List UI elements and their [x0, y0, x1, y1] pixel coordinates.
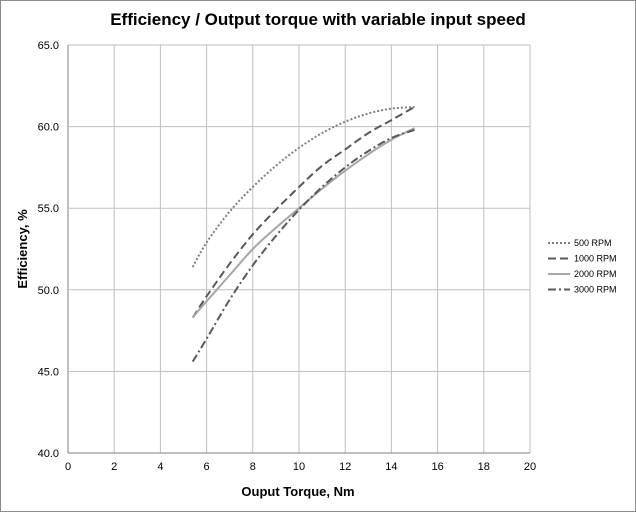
- x-tick-label: 10: [293, 461, 305, 473]
- series-line-1000-rpm: [191, 106, 415, 319]
- chart-title: Efficiency / Output torque with variable…: [110, 10, 526, 29]
- y-tick-label: 65.0: [38, 40, 59, 52]
- y-tick-label: 50.0: [38, 285, 59, 297]
- y-tick-label: 60.0: [38, 122, 59, 134]
- tick-labels: 0 2 4 6 8 10 12 14 16 18 20 40.0 45.0 50.0 55.0 60.0 65.…: [38, 40, 537, 473]
- legend-label-500-rpm: 500 RPM: [574, 238, 612, 248]
- y-tick-label: 40.0: [38, 448, 59, 460]
- grid-layer: [67, 44, 531, 454]
- legend: 500 RPM 1000 RPM 2000 RPM 3000 RPM: [548, 238, 617, 295]
- x-tick-label: 2: [111, 461, 117, 473]
- x-tick-label: 20: [524, 461, 536, 473]
- legend-label-2000-rpm: 2000 RPM: [574, 269, 617, 279]
- x-tick-label: 6: [204, 461, 210, 473]
- series-line-2000-rpm: [191, 127, 415, 319]
- x-axis-title: Ouput Torque, Nm: [241, 484, 354, 499]
- series-layer: [191, 106, 415, 363]
- x-tick-label: 8: [250, 461, 256, 473]
- y-tick-label: 55.0: [38, 203, 59, 215]
- x-tick-label: 0: [65, 461, 71, 473]
- x-tick-label: 16: [431, 461, 443, 473]
- x-tick-label: 12: [339, 461, 351, 473]
- x-tick-label: 18: [478, 461, 490, 473]
- legend-label-3000-rpm: 3000 RPM: [574, 285, 617, 295]
- x-tick-label: 4: [157, 461, 163, 473]
- series-line-500-rpm: [191, 106, 415, 268]
- y-axis-title: Efficiency, %: [15, 209, 30, 289]
- legend-label-1000-rpm: 1000 RPM: [574, 254, 617, 264]
- x-tick-label: 14: [385, 461, 397, 473]
- series-line-3000-rpm: [191, 128, 415, 363]
- y-tick-label: 45.0: [38, 366, 59, 378]
